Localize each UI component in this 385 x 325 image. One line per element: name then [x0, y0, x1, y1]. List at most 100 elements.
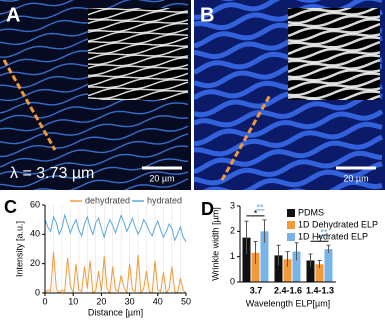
error-bar: [253, 240, 258, 265]
wrinkle: [129, 91, 188, 100]
wrinkle: [88, 56, 188, 77]
bar: [315, 264, 324, 282]
error-bar: [308, 253, 313, 267]
wrinkle: [88, 36, 188, 55]
y-axis-label: Wrinkle width [µm]: [210, 207, 220, 281]
wrinkle: [33, 171, 189, 190]
legend-label: dehydrated: [85, 195, 130, 205]
wrinkle: [0, 102, 189, 132]
bar: [242, 237, 251, 282]
data-line: [44, 213, 187, 242]
wrinkle: [88, 22, 188, 42]
panel-label: B: [200, 4, 214, 26]
x-tick-label: 40: [153, 296, 163, 306]
wrinkle: [88, 46, 188, 66]
error-bar: [244, 220, 249, 255]
wrinkle: [288, 18, 380, 38]
bar: [306, 260, 315, 282]
wrinkle: [88, 55, 188, 69]
wrinkle: [0, 145, 189, 175]
wavelength-label: λ = 3.73 µm: [10, 165, 94, 182]
wrinkle: [88, 8, 113, 10]
wrinkle: [288, 32, 380, 46]
x-tick-label: 10: [68, 296, 78, 306]
panel-label: A: [6, 4, 20, 26]
error-bar: [285, 251, 290, 267]
error-bar: [294, 242, 299, 261]
wrinkle: [288, 14, 380, 28]
bar: [274, 255, 283, 282]
wrinkle: [288, 72, 380, 91]
wrinkle: [288, 87, 380, 100]
legend-label: 1D Dehydrated ELP: [298, 219, 378, 229]
wrinkle: [288, 22, 380, 43]
wrinkle: [194, 92, 383, 128]
error-bar: [276, 244, 281, 266]
x-axis-label: Wavelength ELP[µm]: [246, 298, 330, 308]
significance: **: [320, 228, 328, 238]
x-tick-label: 30: [125, 296, 135, 306]
wrinkle: [88, 81, 188, 100]
y-tick-label: 0: [35, 287, 40, 297]
scale-label: 20 µm: [343, 173, 368, 183]
wrinkle: [202, 161, 383, 190]
bar: [251, 252, 260, 282]
significance: **: [256, 202, 264, 212]
wrinkle: [194, 150, 383, 186]
x-tick-label: 3.7: [250, 285, 263, 295]
wrinkle: [98, 89, 188, 100]
x-tick-label: 0: [42, 296, 47, 306]
bar: [283, 259, 292, 282]
error-bar: [326, 244, 331, 253]
profile-line: [2, 59, 57, 151]
wrinkle: [88, 8, 171, 21]
x-tick-label: 20: [96, 296, 106, 306]
legend-swatch: [287, 221, 295, 229]
error-bar: [262, 219, 267, 243]
wrinkle: [288, 40, 380, 61]
y-tick-label: 40: [30, 229, 40, 239]
y-axis-label: Intensity [a.u.]: [14, 221, 24, 277]
x-tick-label: 50: [181, 296, 191, 306]
wrinkle: [288, 76, 380, 97]
wrinkle: [88, 10, 188, 25]
bar: [260, 231, 269, 282]
wrinkle: [0, 115, 189, 145]
wrinkle: [194, 121, 383, 157]
wrinkle: [288, 8, 379, 25]
error-bar: [317, 259, 322, 269]
significance: *: [254, 208, 258, 218]
x-axis-label: Distance [µm]: [88, 307, 143, 317]
wrinkle: [288, 8, 352, 20]
wrinkle: [88, 67, 188, 87]
wrinkle: [0, 125, 189, 158]
profile-line: [220, 94, 272, 181]
wrinkle: [288, 54, 380, 73]
y-tick-label: 60: [30, 199, 40, 209]
wrinkle: [88, 8, 142, 16]
wrinkle: [124, 178, 189, 190]
wrinkle: [304, 90, 380, 100]
legend-swatch: [287, 209, 295, 217]
wrinkle: [88, 44, 188, 61]
bar: [292, 251, 301, 282]
panel-label: C: [4, 197, 17, 217]
wrinkle: [288, 36, 380, 56]
panel-label: D: [201, 199, 214, 219]
wrinkle: [0, 133, 189, 168]
legend-swatch: [287, 233, 295, 241]
y-tick-label: 0: [230, 276, 235, 286]
bar: [324, 249, 333, 282]
wrinkle: [88, 72, 188, 89]
legend-label: 1D Hydrated ELP: [298, 231, 368, 241]
x-tick-label: 1.4-1.3: [306, 285, 334, 295]
wrinkle: [194, 0, 322, 20]
y-tick-label: 2: [230, 226, 235, 236]
scale-label: 20 µm: [149, 173, 174, 183]
wrinkle: [0, 89, 189, 123]
wrinkle: [88, 27, 188, 44]
y-tick-label: 1: [230, 251, 235, 261]
wrinkle: [88, 63, 188, 78]
significance: *: [318, 234, 322, 244]
